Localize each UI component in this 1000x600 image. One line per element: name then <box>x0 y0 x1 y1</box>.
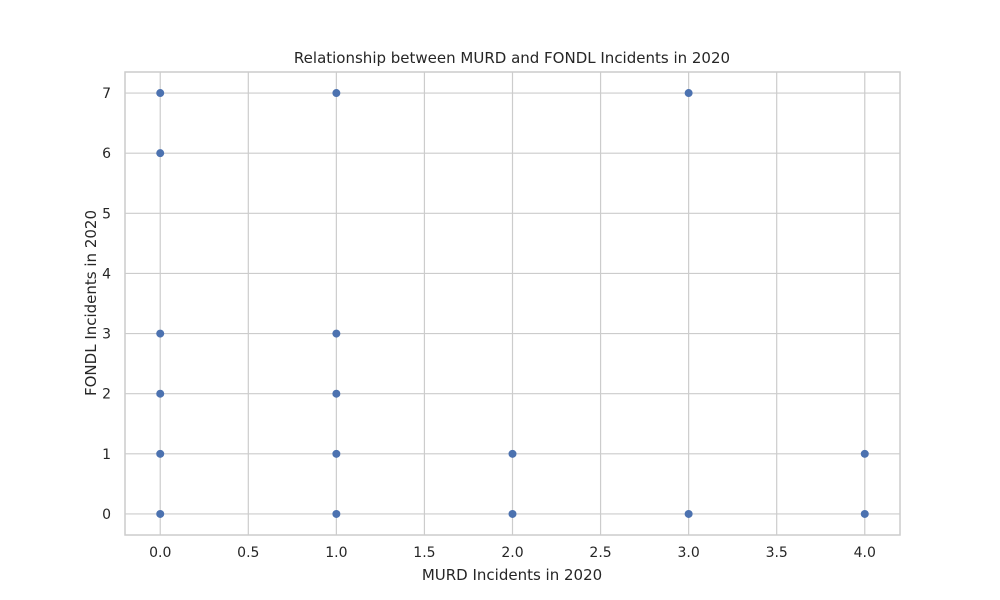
data-point <box>684 509 693 518</box>
data-point <box>156 509 165 518</box>
x-tick-label: 0.0 <box>149 545 171 561</box>
x-tick-label: 2.0 <box>501 545 523 561</box>
y-tick-label: 0 <box>102 507 111 523</box>
data-point <box>332 89 341 98</box>
x-tick-label: 3.5 <box>766 545 788 561</box>
y-tick-label: 6 <box>102 146 111 162</box>
data-point <box>332 449 341 458</box>
data-point <box>332 509 341 518</box>
grid-lines <box>125 72 900 535</box>
chart-title: Relationship between MURD and FONDL Inci… <box>294 49 730 67</box>
x-tick-label: 3.0 <box>678 545 700 561</box>
data-point <box>508 509 517 518</box>
y-tick-label: 2 <box>102 387 111 403</box>
data-point <box>156 449 165 458</box>
data-point <box>156 389 165 398</box>
data-point <box>332 389 341 398</box>
y-tick-labels: 0 1 2 3 4 5 6 7 <box>102 86 111 523</box>
y-tick-label: 7 <box>102 86 111 102</box>
plot-frame <box>124 71 901 536</box>
data-point <box>156 329 165 338</box>
x-tick-label: 1.5 <box>413 545 435 561</box>
x-tick-label: 2.5 <box>589 545 611 561</box>
x-tick-label: 4.0 <box>854 545 876 561</box>
x-tick-labels: 0.0 0.5 1.0 1.5 2.0 2.5 3.0 3.5 4.0 <box>149 545 876 561</box>
y-tick-label: 5 <box>102 206 111 222</box>
y-axis-label: FONDL Incidents in 2020 <box>82 210 100 396</box>
data-point <box>508 449 517 458</box>
data-point <box>860 509 869 518</box>
x-axis-label: MURD Incidents in 2020 <box>422 566 602 584</box>
data-point <box>332 329 341 338</box>
data-points <box>156 89 869 518</box>
data-point <box>860 449 869 458</box>
data-point <box>156 149 165 158</box>
x-tick-label: 0.5 <box>237 545 259 561</box>
x-tick-label: 1.0 <box>325 545 347 561</box>
y-tick-label: 4 <box>102 266 111 282</box>
y-tick-label: 3 <box>102 327 111 343</box>
data-point <box>684 89 693 98</box>
y-tick-label: 1 <box>102 447 111 463</box>
data-point <box>156 89 165 98</box>
